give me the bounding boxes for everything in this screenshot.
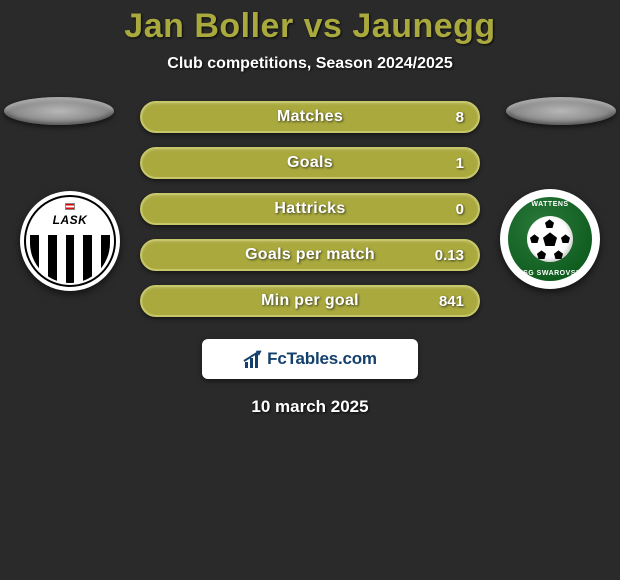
- stat-label: Goals: [142, 154, 478, 172]
- chart-arrow-icon: [243, 350, 263, 368]
- stat-value-right: 0: [456, 201, 464, 218]
- subtitle: Club competitions, Season 2024/2025: [167, 55, 452, 73]
- team-left-shortname: LASK: [53, 213, 88, 227]
- page-title: Jan Boller vs Jaunegg: [124, 8, 495, 45]
- stat-label: Hattricks: [142, 200, 478, 218]
- wsg-badge: WATTENS WSG SWAROVSKI: [500, 189, 600, 289]
- comparison-card: Jan Boller vs Jaunegg Club competitions,…: [0, 0, 620, 417]
- stat-value-right: 841: [439, 293, 464, 310]
- stat-row: Min per goal841: [140, 285, 480, 317]
- stat-label: Goals per match: [142, 246, 478, 264]
- brand-box[interactable]: FcTables.com: [202, 339, 418, 379]
- team-left-logo: LASK: [20, 191, 120, 291]
- team-right-top-text: WATTENS: [508, 201, 592, 208]
- stat-label: Min per goal: [142, 292, 478, 310]
- team-right-bottom-text: WSG SWAROVSKI: [508, 270, 592, 277]
- team-right-logo: WATTENS WSG SWAROVSKI: [500, 189, 600, 289]
- stat-row: Hattricks0: [140, 193, 480, 225]
- lask-badge: LASK: [20, 191, 120, 291]
- stat-row: Goals1: [140, 147, 480, 179]
- stat-row: Goals per match0.13: [140, 239, 480, 271]
- stat-row: Matches8: [140, 101, 480, 133]
- date-text: 10 march 2025: [251, 397, 368, 417]
- flag-icon: [65, 203, 75, 210]
- brand-text: FcTables.com: [267, 349, 377, 369]
- stat-label: Matches: [142, 108, 478, 126]
- stat-value-right: 8: [456, 109, 464, 126]
- stat-value-right: 1: [456, 155, 464, 172]
- stat-value-right: 0.13: [435, 247, 464, 264]
- stats-area: LASK WATTENS: [0, 101, 620, 317]
- soccerball-icon: [527, 216, 573, 262]
